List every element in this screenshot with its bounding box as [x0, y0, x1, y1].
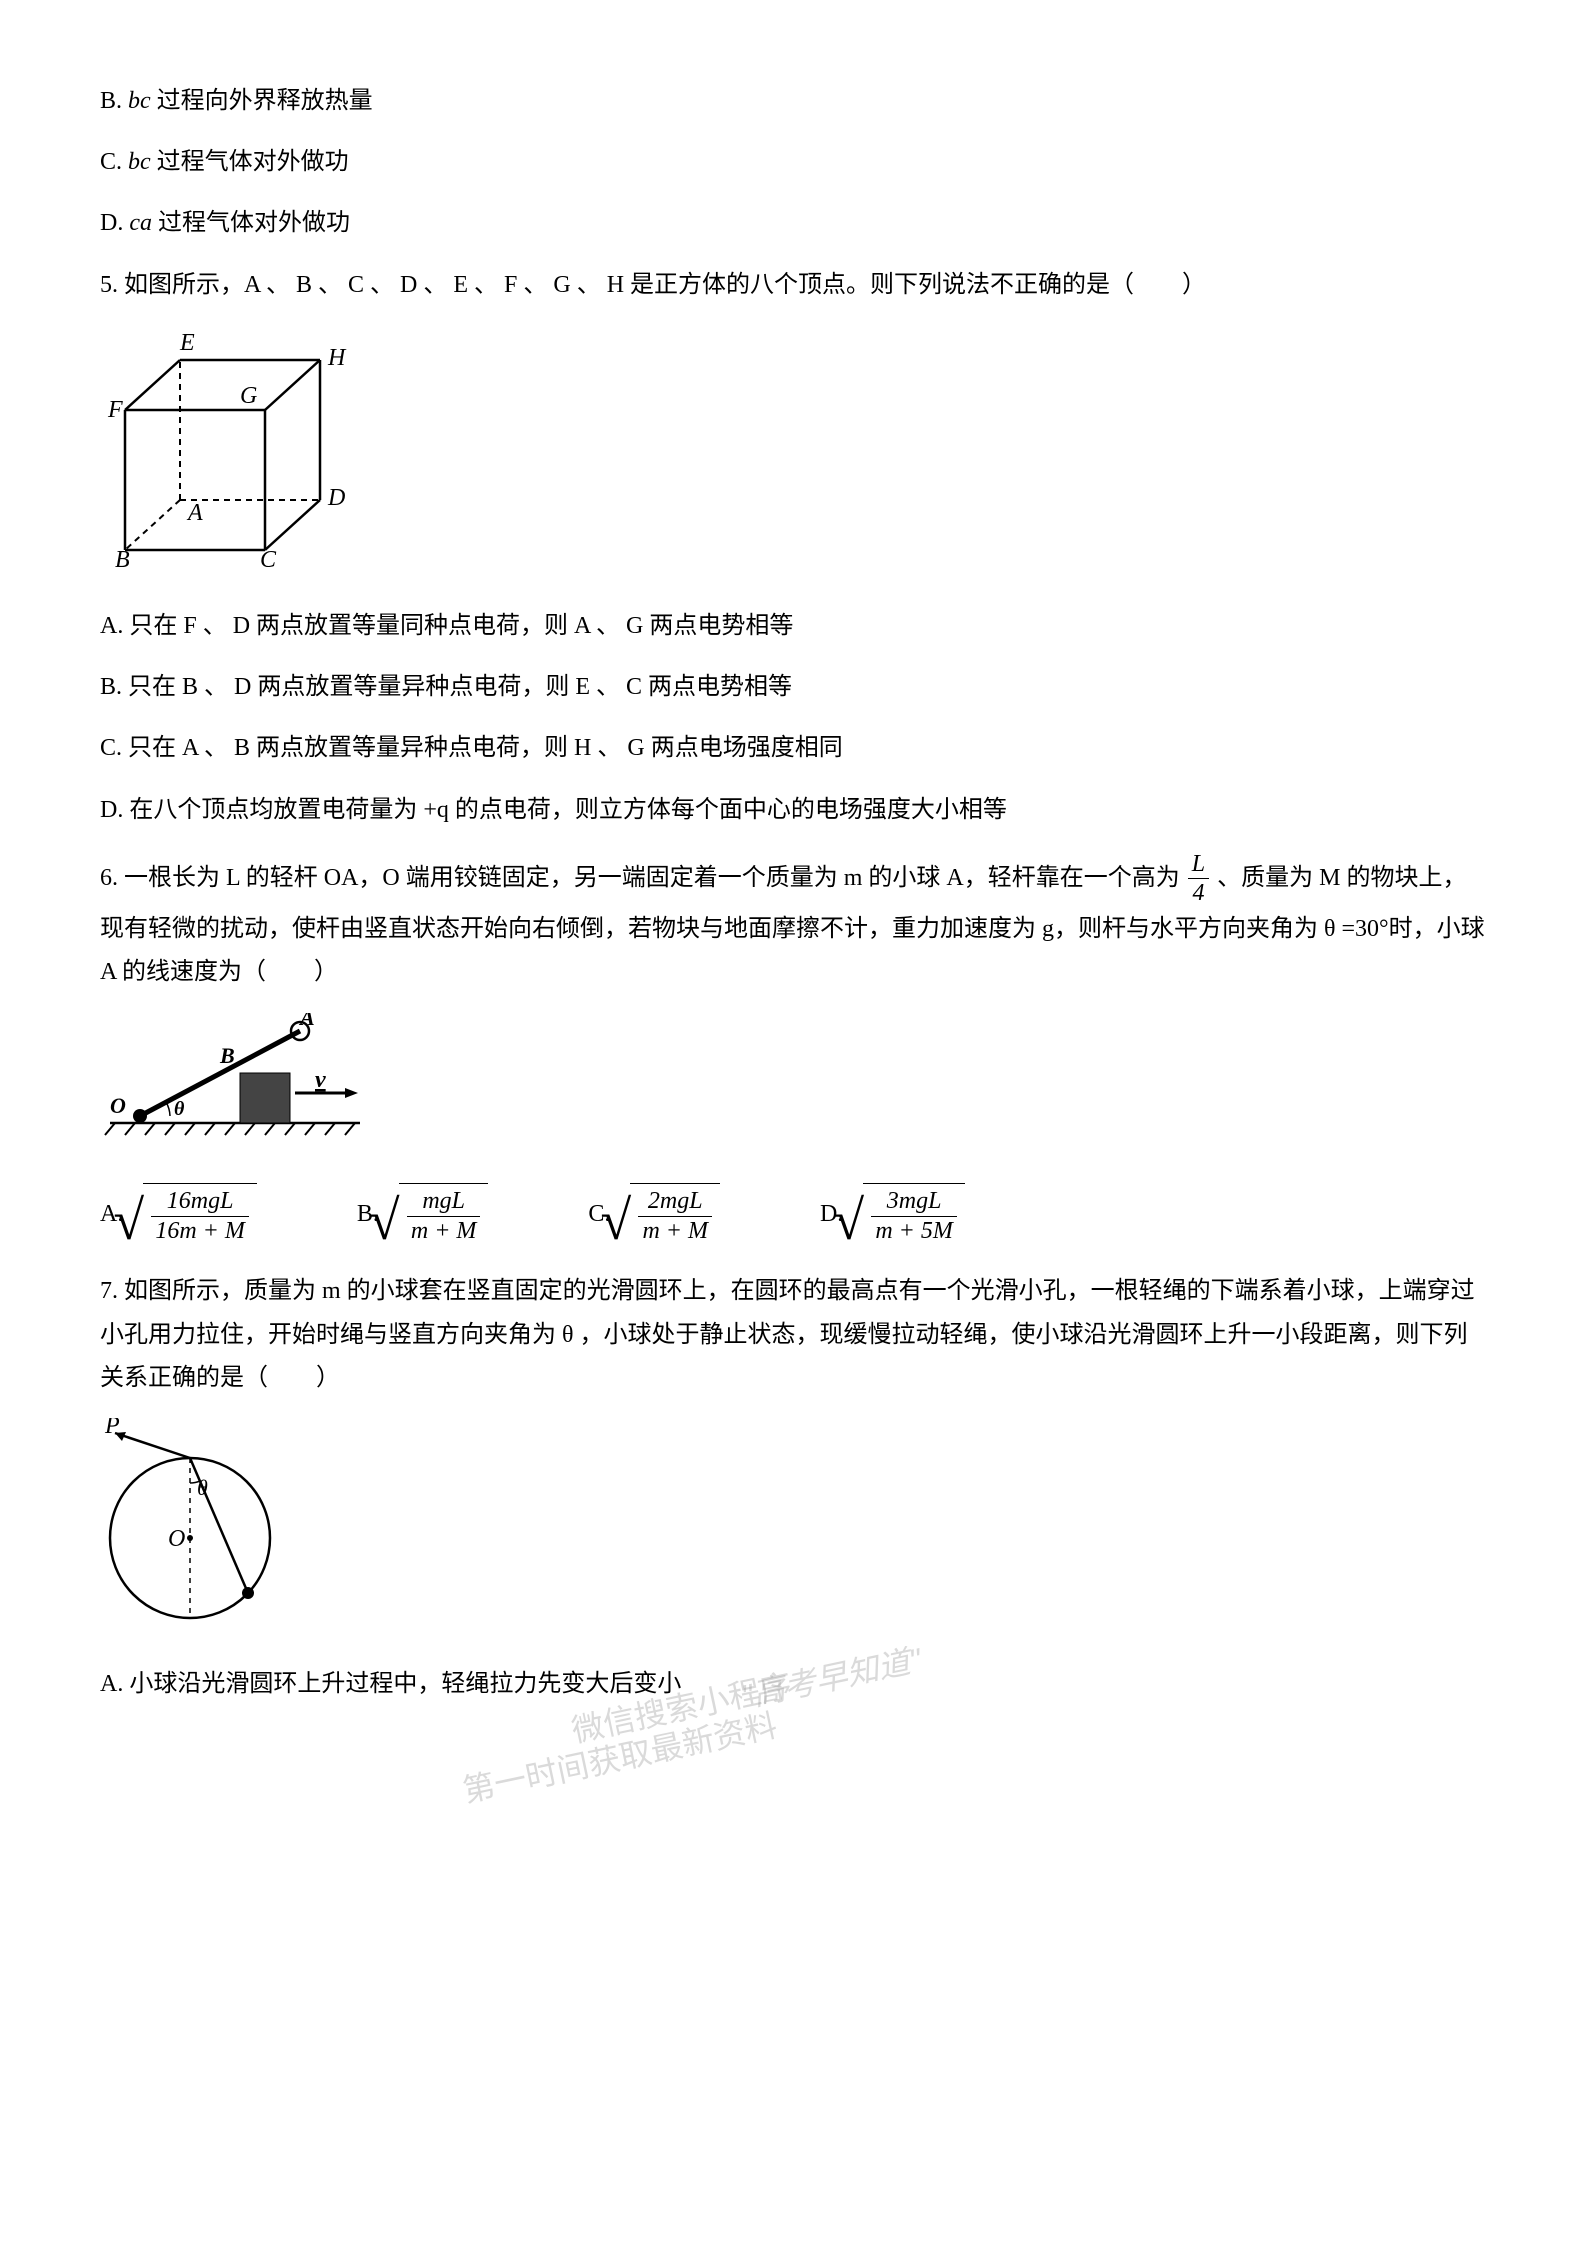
option-label: D. — [100, 797, 123, 823]
frac-num: 3mgL — [871, 1187, 957, 1217]
option-label: D. — [100, 210, 123, 236]
option-text: 过程气体对外做功 — [158, 210, 350, 236]
q7-text: 如图所示，质量为 m 的小球套在竖直固定的光滑圆环上，在圆环的最高点有一个光滑小… — [100, 1278, 1475, 1390]
option-text: 在八个顶点均放置电荷量为 +q 的点电荷，则立方体每个面中心的电场强度大小相等 — [129, 797, 1007, 823]
option-italic: bc — [128, 88, 151, 114]
q6-option-d: D. √ 3mgL m + 5M — [820, 1183, 965, 1246]
q5-option-d: D. 在八个顶点均放置电荷量为 +q 的点电荷，则立方体每个面中心的电场强度大小… — [100, 789, 1487, 832]
option-text: 只在 F 、 D 两点放置等量同种点电荷，则 A 、 G 两点电势相等 — [129, 613, 793, 639]
option-text: 只在 B 、 D 两点放置等量异种点电荷，则 E 、 C 两点电势相等 — [128, 674, 792, 700]
q5-number: 5. — [100, 272, 118, 298]
lever-svg: O A B θ v — [100, 1013, 380, 1143]
option-label: B. — [100, 88, 122, 114]
label-theta: θ — [197, 1475, 208, 1500]
frac-num: 16mgL — [151, 1187, 249, 1217]
label-O: O — [110, 1093, 126, 1118]
q6-option-c: C. √ 2mgL m + M — [588, 1183, 720, 1246]
label-D: D — [327, 485, 345, 511]
prev-option-d: D. ca 过程气体对外做功 — [100, 202, 1487, 245]
prev-option-c: C. bc 过程气体对外做功 — [100, 141, 1487, 184]
watermark-2: 第一时间获取最新资料 — [458, 1697, 783, 1820]
frac-num: 2mgL — [638, 1187, 712, 1217]
option-text: 过程气体对外做功 — [157, 149, 349, 175]
label-A: A — [186, 500, 203, 526]
q5-option-c: C. 只在 A 、 B 两点放置等量异种点电荷，则 H 、 G 两点电场强度相同 — [100, 727, 1487, 770]
q5-figure: E H F G A D B C — [100, 325, 1487, 585]
q5-stem: 5. 如图所示，A 、 B 、 C 、 D 、 E 、 F 、 G 、 H 是正… — [100, 264, 1487, 307]
option-italic: ca — [129, 210, 152, 236]
label-F: F — [107, 397, 123, 423]
frac-L-over-4: L 4 — [1188, 850, 1209, 909]
label-theta: θ — [174, 1098, 185, 1120]
q7-stem: 7. 如图所示，质量为 m 的小球套在竖直固定的光滑圆环上，在圆环的最高点有一个… — [100, 1270, 1487, 1400]
q7-number: 7. — [100, 1278, 118, 1304]
option-text: 小球沿光滑圆环上升过程中，轻绳拉力先变大后变小 — [129, 1671, 681, 1697]
option-label: A. — [100, 613, 123, 639]
q5-option-a: A. 只在 F 、 D 两点放置等量同种点电荷，则 A 、 G 两点电势相等 — [100, 605, 1487, 648]
label-O: O — [168, 1526, 185, 1552]
option-label: A. — [100, 1671, 123, 1697]
q6-option-b: B. √ mgL m + M — [357, 1183, 489, 1246]
frac-den: m + M — [407, 1217, 481, 1246]
option-italic: bc — [128, 149, 151, 175]
label-G: G — [240, 383, 257, 409]
option-text: 过程向外界释放热量 — [157, 88, 373, 114]
label-H: H — [327, 345, 347, 371]
q7-option-a: A. 小球沿光滑圆环上升过程中，轻绳拉力先变大后变小 — [100, 1663, 1487, 1706]
option-label: C. — [100, 735, 122, 761]
circle-svg: P O θ — [100, 1418, 300, 1628]
cube-svg: E H F G A D B C — [100, 325, 360, 570]
prev-option-b: B. bc 过程向外界释放热量 — [100, 80, 1487, 123]
sqrt-b: √ mgL m + M — [391, 1183, 489, 1246]
q6-figure: O A B θ v — [100, 1013, 1487, 1158]
frac-den: 16m + M — [151, 1217, 249, 1246]
label-B: B — [115, 547, 130, 570]
q6-option-a: A. √ 16mgL 16m + M — [100, 1183, 257, 1246]
option-text: 只在 A 、 B 两点放置等量异种点电荷，则 H 、 G 两点电场强度相同 — [128, 735, 843, 761]
frac-num: L — [1188, 850, 1209, 880]
frac-num: mgL — [407, 1187, 481, 1217]
sqrt-d: √ 3mgL m + 5M — [855, 1183, 965, 1246]
q5-option-b: B. 只在 B 、 D 两点放置等量异种点电荷，则 E 、 C 两点电势相等 — [100, 666, 1487, 709]
label-A: A — [298, 1013, 315, 1030]
q6-stem: 6. 一根长为 L 的轻杆 OA，O 端用铰链固定，另一端固定着一个质量为 m … — [100, 850, 1487, 995]
q6-text-p1: 一根长为 L 的轻杆 OA，O 端用铰链固定，另一端固定着一个质量为 m 的小球… — [124, 865, 1186, 891]
label-C: C — [260, 547, 277, 570]
label-P: P — [104, 1418, 120, 1439]
frac-den: m + 5M — [871, 1217, 957, 1246]
q6-number: 6. — [100, 865, 118, 891]
label-E: E — [179, 330, 195, 356]
q6-options: A. √ 16mgL 16m + M B. √ mgL m + M — [100, 1183, 1487, 1246]
option-label: C. — [100, 149, 122, 175]
frac-den: m + M — [638, 1217, 712, 1246]
label-v: v — [315, 1067, 326, 1093]
frac-den: 4 — [1188, 879, 1209, 908]
q5-text: 如图所示，A 、 B 、 C 、 D 、 E 、 F 、 G 、 H 是正方体的… — [124, 272, 1206, 298]
label-B: B — [219, 1043, 235, 1068]
sqrt-c: √ 2mgL m + M — [622, 1183, 720, 1246]
option-label: B. — [100, 674, 122, 700]
page-content: B. bc 过程向外界释放热量 C. bc 过程气体对外做功 D. ca 过程气… — [100, 80, 1487, 1706]
sqrt-a: √ 16mgL 16m + M — [135, 1183, 257, 1246]
q7-figure: P O θ — [100, 1418, 1487, 1643]
